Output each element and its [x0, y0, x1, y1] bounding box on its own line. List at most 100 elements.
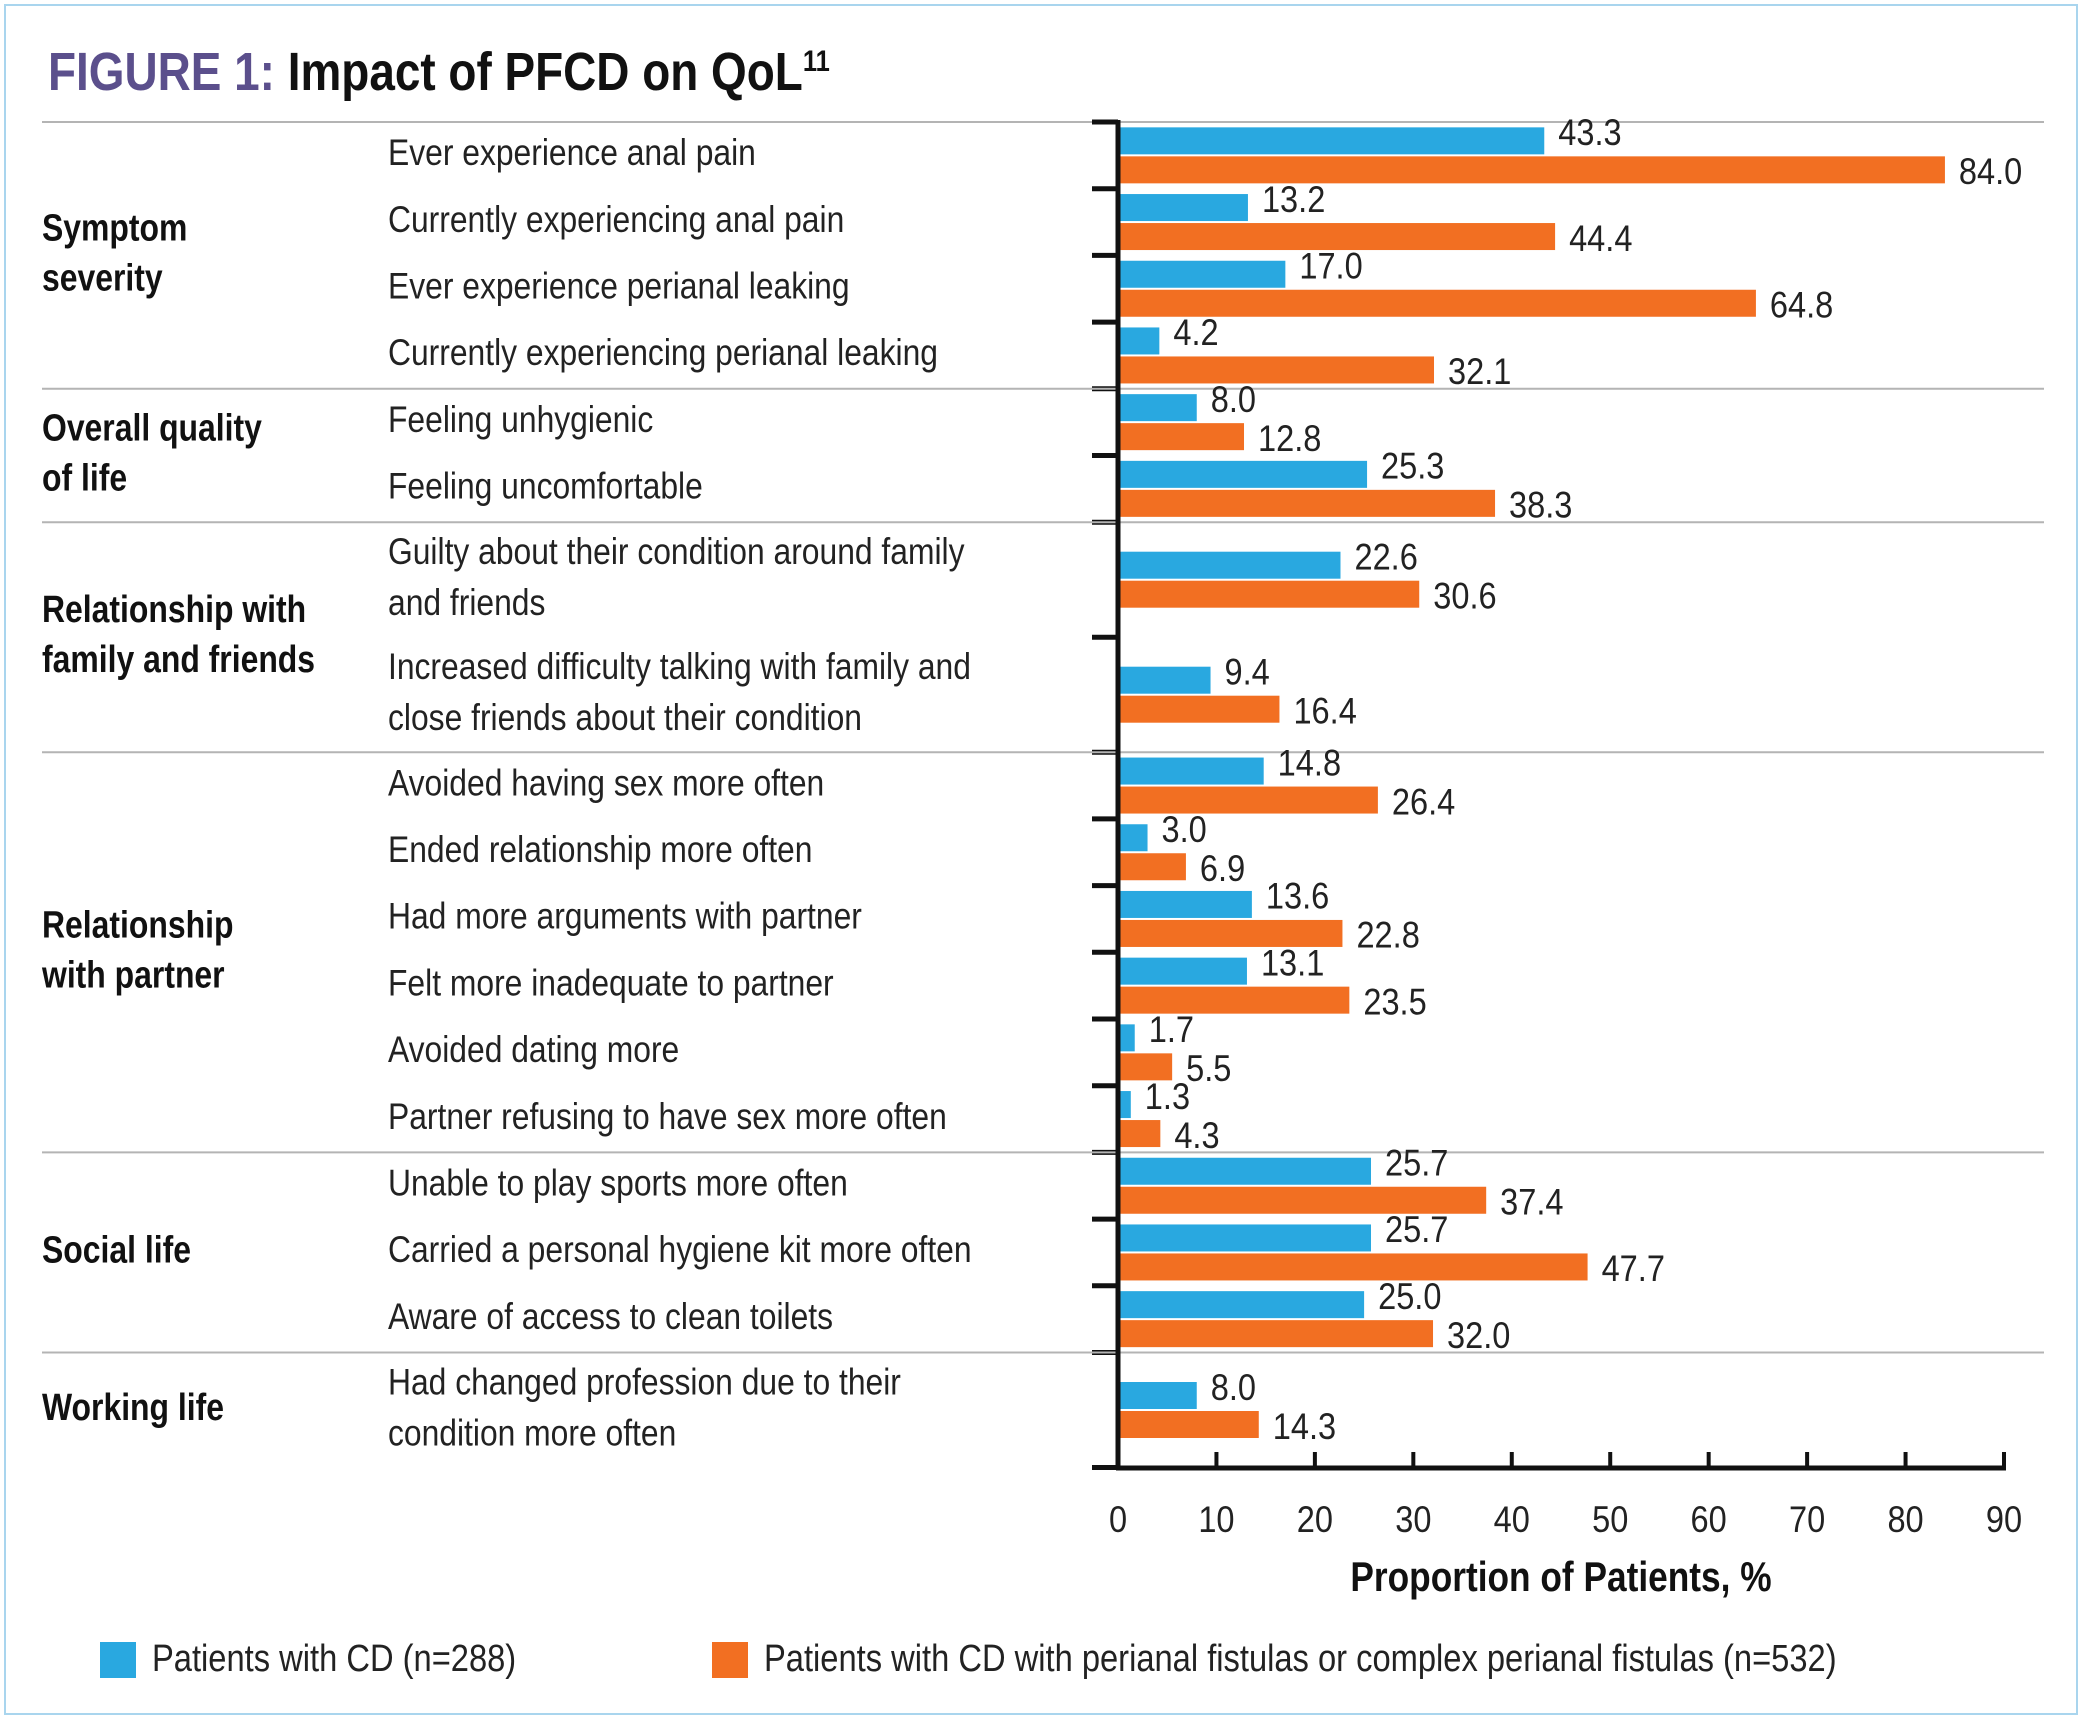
bar-pf — [1118, 1186, 1487, 1214]
value-label-cd: 9.4 — [1225, 652, 1270, 693]
value-label-cd: 3.0 — [1162, 809, 1207, 850]
item-label: Avoided dating more — [388, 1030, 679, 1071]
value-label-cd: 13.6 — [1266, 876, 1329, 917]
bar-pf — [1118, 786, 1378, 814]
bar-pf — [1118, 1120, 1161, 1148]
value-label-pf: 38.3 — [1509, 485, 1572, 526]
figure-frame: FIGURE 1: Impact of PFCD on QoL11 — [4, 4, 2078, 1715]
bar-cd — [1118, 666, 1211, 694]
bar-pf — [1118, 1411, 1259, 1438]
bar-cd — [1118, 890, 1252, 918]
item-label: Unable to play sports more often — [388, 1163, 848, 1204]
value-label-pf: 84.0 — [1959, 151, 2022, 192]
bar-cd — [1118, 1291, 1365, 1319]
x-tick-label: 70 — [1789, 1499, 1825, 1540]
value-label-pf: 64.8 — [1770, 285, 1833, 326]
value-label-pf: 47.7 — [1602, 1248, 1665, 1289]
value-label-pf: 26.4 — [1392, 781, 1455, 822]
bar-pf — [1118, 853, 1186, 881]
value-label-pf: 30.6 — [1433, 576, 1496, 617]
legend-label-pf: Patients with CD with perianal fistulas … — [764, 1638, 1837, 1680]
group-label: with partner — [41, 954, 225, 996]
item-label: Feeling unhygienic — [388, 400, 653, 441]
group-label: family and friends — [42, 639, 315, 681]
item-label: Had more arguments with partner — [388, 897, 862, 938]
value-label-cd: 25.7 — [1385, 1209, 1448, 1250]
item-label: Avoided having sex more often — [388, 763, 824, 804]
bar-cd — [1118, 1382, 1197, 1409]
value-label-cd: 4.2 — [1173, 312, 1218, 353]
item-label: Increased difficulty talking with family… — [388, 647, 971, 688]
bar-cd — [1118, 551, 1341, 579]
legend-swatch-cd — [100, 1641, 136, 1678]
value-label-cd: 43.3 — [1558, 112, 1621, 153]
item-label: Feeling uncomfortable — [388, 466, 703, 507]
bar-pf — [1118, 223, 1556, 251]
bar-cd — [1118, 394, 1197, 422]
group-label: Working life — [42, 1386, 224, 1428]
item-label: Had changed profession due to their — [388, 1362, 901, 1403]
bar-cd — [1118, 127, 1545, 155]
bar-pf — [1118, 580, 1420, 608]
group-label: severity — [42, 257, 163, 299]
value-label-cd: 22.6 — [1354, 537, 1417, 578]
chart-legend: Patients with CD (n=288) Patients with C… — [100, 1638, 2050, 1688]
group-label: Symptom — [42, 207, 187, 249]
bar-pf — [1118, 1053, 1173, 1081]
legend-label-cd: Patients with CD (n=288) — [152, 1638, 517, 1680]
bar-cd — [1118, 1157, 1372, 1185]
item-label: Partner refusing to have sex more often — [388, 1097, 947, 1138]
x-tick-label: 20 — [1297, 1499, 1333, 1540]
value-label-cd: 8.0 — [1211, 379, 1256, 420]
x-tick-label: 60 — [1691, 1499, 1727, 1540]
value-label-cd: 17.0 — [1299, 246, 1362, 287]
group-label: Overall quality — [42, 407, 262, 449]
item-label: close friends about their condition — [388, 698, 862, 739]
bar-pf — [1118, 1320, 1434, 1348]
figure-title-text: Impact of PFCD on QoL — [287, 42, 803, 102]
bar-cd — [1118, 194, 1248, 222]
item-label: Currently experiencing anal pain — [388, 200, 844, 241]
item-label: Aware of access to clean toilets — [388, 1297, 833, 1338]
value-label-pf: 32.0 — [1447, 1315, 1510, 1356]
item-label: Carried a personal hygiene kit more ofte… — [388, 1230, 972, 1271]
item-label: Currently experiencing perianal leaking — [388, 333, 938, 374]
value-label-cd: 13.1 — [1261, 943, 1324, 984]
item-label: Felt more inadequate to partner — [388, 963, 834, 1004]
value-label-pf: 14.3 — [1273, 1406, 1336, 1447]
value-label-pf: 23.5 — [1363, 982, 1426, 1023]
item-label: condition more often — [388, 1413, 676, 1454]
value-label-pf: 12.8 — [1258, 418, 1321, 459]
group-label: Relationship with — [42, 589, 306, 631]
group-label: Relationship — [42, 904, 233, 946]
x-tick-label: 40 — [1494, 1499, 1530, 1540]
value-label-pf: 5.5 — [1186, 1048, 1231, 1089]
group-label: Social life — [42, 1229, 191, 1271]
value-label-pf: 4.3 — [1174, 1115, 1219, 1156]
x-tick-label: 90 — [1986, 1499, 2022, 1540]
legend-item-pf: Patients with CD with perianal fistulas … — [712, 1638, 2011, 1681]
bar-pf — [1118, 919, 1343, 947]
group-label: of life — [42, 457, 127, 499]
value-label-pf: 44.4 — [1569, 218, 1632, 259]
value-label-cd: 8.0 — [1211, 1367, 1256, 1408]
bar-pf — [1118, 489, 1496, 517]
value-label-pf: 16.4 — [1293, 691, 1356, 732]
value-label-pf: 22.8 — [1356, 915, 1419, 956]
value-label-pf: 6.9 — [1200, 848, 1245, 889]
x-tick-label: 10 — [1198, 1499, 1234, 1540]
title-reference-superscript: 11 — [802, 45, 830, 78]
bar-cd — [1118, 1091, 1131, 1119]
x-tick-label: 50 — [1592, 1499, 1628, 1540]
bar-cd — [1118, 327, 1160, 355]
item-label: Ever experience anal pain — [388, 133, 756, 174]
item-label: Ever experience perianal leaking — [388, 266, 850, 307]
value-label-pf: 32.1 — [1448, 351, 1511, 392]
figure-title: FIGURE 1: Impact of PFCD on QoL11 — [48, 34, 830, 110]
value-label-cd: 1.7 — [1149, 1009, 1194, 1050]
bar-cd — [1118, 824, 1148, 852]
bar-cd — [1118, 957, 1247, 985]
item-label: Guilty about their condition around fami… — [388, 532, 965, 573]
value-label-cd: 13.2 — [1262, 179, 1325, 220]
